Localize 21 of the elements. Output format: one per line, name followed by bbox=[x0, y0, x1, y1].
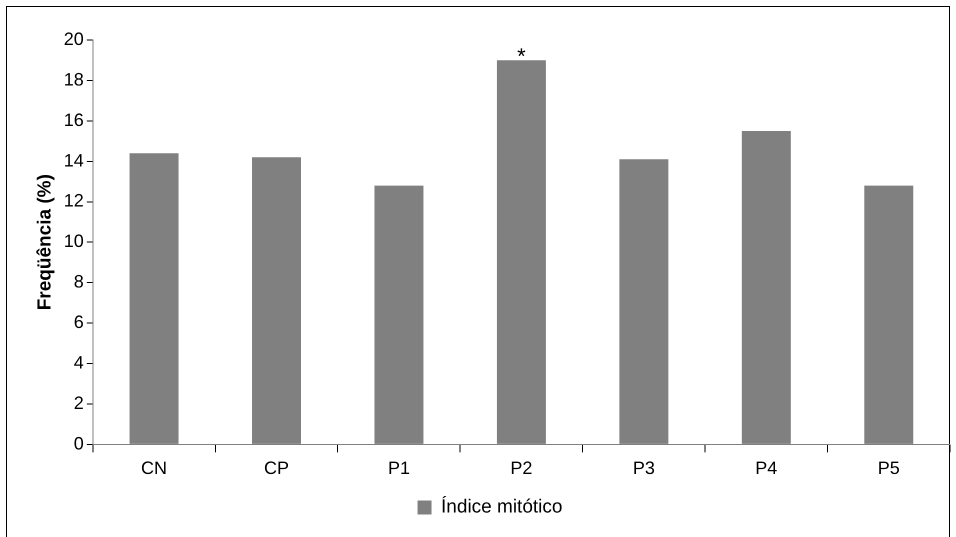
y-tick-label: 2 bbox=[74, 392, 84, 413]
y-tick-label: 8 bbox=[74, 272, 84, 292]
x-tick-label: CN bbox=[141, 458, 168, 478]
x-tick-label: P5 bbox=[878, 458, 900, 478]
x-tick-label: P4 bbox=[755, 458, 778, 478]
x-tick-label: P1 bbox=[388, 458, 410, 478]
x-tick-label: CP bbox=[264, 458, 290, 478]
annotation: * bbox=[517, 43, 526, 68]
y-tick-label: 18 bbox=[64, 69, 84, 90]
y-tick-label: 16 bbox=[64, 110, 84, 130]
legend-label: Índice mitótico bbox=[441, 496, 562, 518]
x-tick-label: P2 bbox=[510, 458, 532, 478]
y-tick-label: 10 bbox=[64, 231, 84, 252]
y-axis-title: Freqüência (%) bbox=[34, 174, 56, 310]
y-tick-label: 14 bbox=[64, 150, 84, 170]
y-tick-label: 6 bbox=[74, 312, 84, 332]
y-tick-label: 12 bbox=[64, 190, 84, 211]
y-tick-label: 20 bbox=[64, 28, 84, 49]
x-tick-label: P3 bbox=[632, 458, 655, 478]
y-tick-label: 4 bbox=[74, 352, 84, 372]
y-tick-label: 0 bbox=[74, 433, 84, 454]
